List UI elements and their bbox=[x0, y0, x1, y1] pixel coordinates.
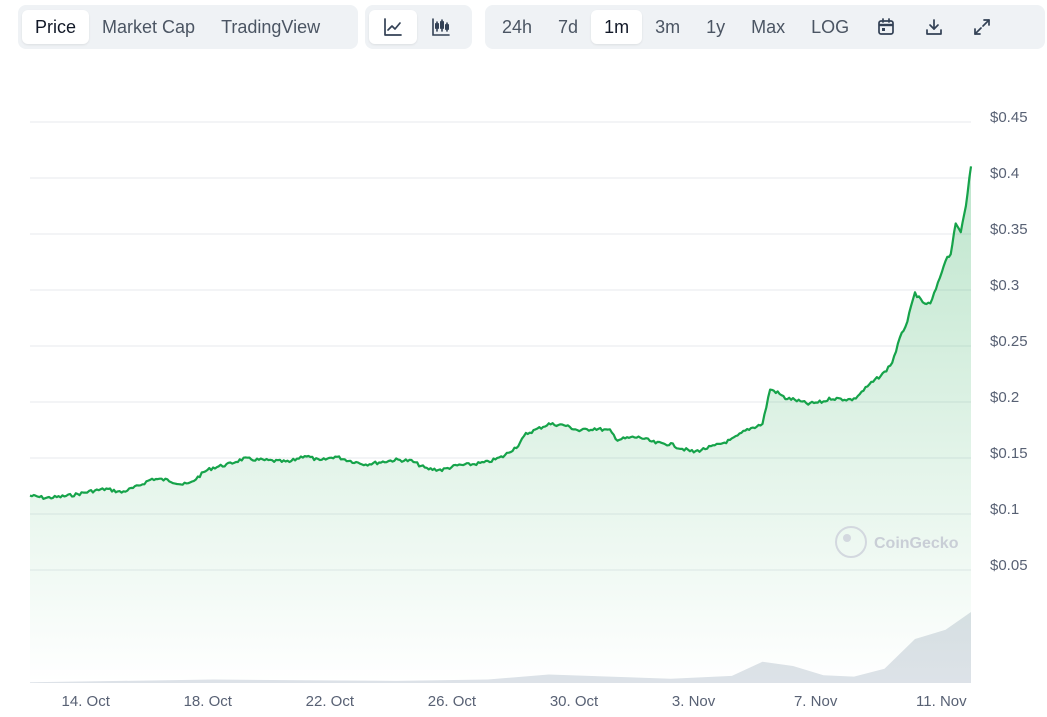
tab-price[interactable]: Price bbox=[22, 10, 90, 44]
price-line[interactable] bbox=[29, 166, 973, 500]
x-tick-label: 7. Nov bbox=[794, 693, 838, 710]
coingecko-watermark-text: CoinGecko bbox=[874, 535, 959, 552]
tab-market-cap[interactable]: Market Cap bbox=[102, 17, 196, 37]
y-tick-label: $0.25 bbox=[990, 333, 1028, 350]
chart-type-tabs: Price Market Cap TradingView bbox=[18, 5, 358, 49]
y-tick-label: $0.05 bbox=[990, 557, 1028, 574]
x-tick-label: 30. Oct bbox=[550, 693, 599, 710]
x-tick-label: 26. Oct bbox=[428, 693, 477, 710]
calendar-icon[interactable] bbox=[862, 10, 910, 44]
y-axis-labels: $0.45 $0.4 $0.35 $0.3 $0.25 $0.2 $0.15 $0.1 $0.0… bbox=[990, 109, 1028, 574]
x-tick-label: 18. Oct bbox=[184, 693, 233, 710]
y-tick-label: $0.45 bbox=[990, 109, 1028, 126]
x-tick-label: 22. Oct bbox=[306, 693, 355, 710]
y-tick-label: $0.2 bbox=[990, 389, 1019, 406]
line-chart-icon[interactable] bbox=[369, 10, 417, 44]
range-1y[interactable]: 1y bbox=[706, 17, 726, 37]
x-axis-labels: 14. Oct 18. Oct 22. Oct 26. Oct 30. Oct 3. No… bbox=[62, 693, 968, 710]
time-range-tabs: 24h 7d 1m 3m 1y Max LOG bbox=[485, 5, 1045, 49]
y-tick-label: $0.35 bbox=[990, 221, 1028, 238]
range-7d[interactable]: 7d bbox=[558, 17, 579, 37]
coingecko-logo-icon bbox=[835, 526, 867, 558]
coingecko-watermark: CoinGecko bbox=[835, 526, 959, 558]
y-tick-label: $0.1 bbox=[990, 501, 1019, 518]
log-scale-toggle[interactable]: LOG bbox=[811, 17, 850, 37]
y-tick-label: $0.3 bbox=[990, 277, 1019, 294]
y-tick-label: $0.15 bbox=[990, 445, 1028, 462]
download-icon[interactable] bbox=[910, 10, 958, 44]
x-tick-label: 14. Oct bbox=[62, 693, 111, 710]
y-tick-label: $0.4 bbox=[990, 165, 1019, 182]
chart-toolbar: Price Market Cap TradingView 24h 7d 1m 3… bbox=[18, 5, 1045, 49]
range-3m[interactable]: 3m bbox=[655, 17, 681, 37]
coingecko-logo-eye bbox=[843, 534, 851, 542]
range-max[interactable]: Max bbox=[751, 17, 786, 37]
x-tick-label: 3. Nov bbox=[672, 693, 716, 710]
chart-view-toggle bbox=[365, 5, 472, 49]
x-tick-label: 11. Nov bbox=[916, 693, 967, 710]
range-1m[interactable]: 1m bbox=[591, 10, 643, 44]
candlestick-icon[interactable] bbox=[417, 10, 465, 44]
expand-icon[interactable] bbox=[958, 10, 1006, 44]
price-area-fill bbox=[30, 166, 971, 683]
tab-tradingview[interactable]: TradingView bbox=[221, 17, 321, 37]
range-24h[interactable]: 24h bbox=[502, 17, 533, 37]
